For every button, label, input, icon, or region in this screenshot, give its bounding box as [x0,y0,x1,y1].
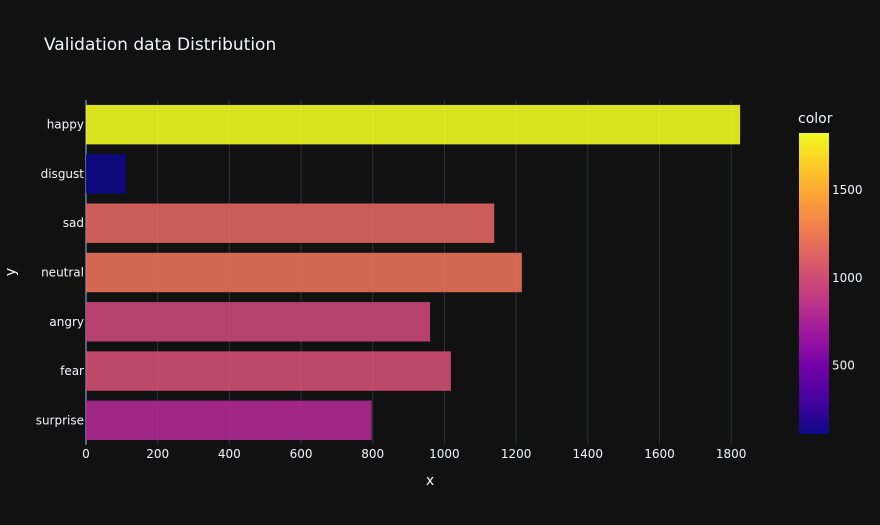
bar-sad[interactable] [86,203,495,243]
x-axis-label: x [426,473,434,489]
y-tick-label: fear [60,364,84,378]
x-tick-label: 1200 [501,447,532,461]
colorbar-tick-label: 1500 [832,183,863,197]
y-axis-label: y [3,268,19,276]
y-tick-label: neutral [41,266,84,280]
x-tick-label: 1600 [644,447,675,461]
x-tick-label: 0 [82,447,90,461]
colorbar-tick-label: 1000 [832,271,863,285]
bar-happy[interactable] [86,104,741,145]
bar-disgust[interactable] [86,154,126,194]
y-tick-label: surprise [36,413,84,427]
bar-angry[interactable] [86,302,431,342]
x-tick-label: 600 [290,447,313,461]
colorbar-title: color [798,111,833,127]
colorbar-gradient [799,133,829,434]
x-tick-label: 400 [218,447,241,461]
bar-surprise[interactable] [86,400,372,441]
x-tick-label: 800 [361,447,384,461]
bar-neutral[interactable] [86,252,522,293]
colorbar-tick-label: 500 [832,359,855,373]
bars [86,104,741,441]
chart-title: Validation data Distribution [44,35,276,55]
x-tick-label: 1400 [573,447,604,461]
x-tick-label: 1800 [716,447,747,461]
y-tick-label: angry [49,315,84,329]
y-tick-label: sad [63,216,84,230]
x-tick-label: 1000 [429,447,460,461]
y-tick-label: happy [47,118,84,132]
colorbar-tick-labels: 500 1000 1500 [832,183,863,373]
y-tick-label: disgust [41,167,85,181]
colorbar: color 500 1000 1500 [798,111,863,434]
x-tick-label: 200 [146,447,169,461]
bar-fear[interactable] [86,351,451,391]
y-tick-labels: happy disgust sad neutral angry fear surprise [36,118,85,428]
x-tick-labels: 0 200 400 600 800 1000 1200 1400 1600 1800 [82,447,746,461]
